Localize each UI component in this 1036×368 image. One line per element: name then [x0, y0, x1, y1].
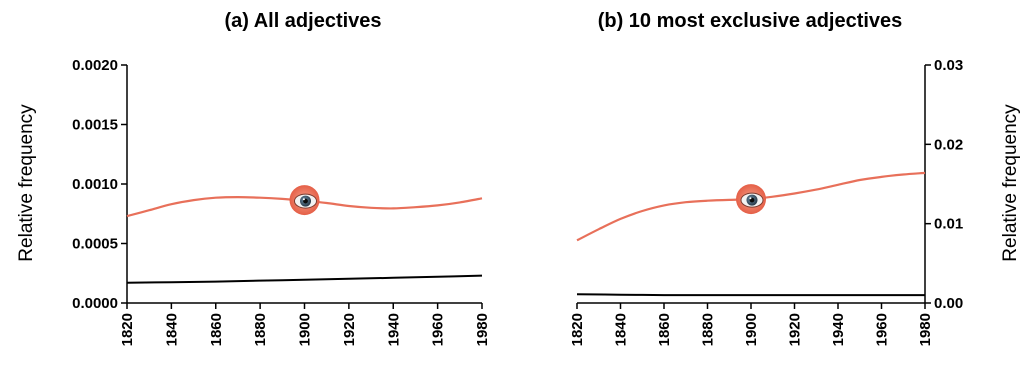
panel-b-x-tick-label: 1900 — [743, 313, 760, 346]
panel-a-x-tick-label: 1860 — [208, 313, 225, 346]
panel-a-x-tick-label: 1840 — [163, 313, 180, 346]
panel-b-marker — [736, 184, 766, 215]
panel-b-baseline-series-line — [576, 293, 925, 297]
panel-a-x-tick-label: 1920 — [341, 313, 358, 346]
panel-a-marker — [289, 185, 320, 216]
panel-b-y-tick-label: 0.00 — [934, 295, 963, 312]
eye-icon — [289, 185, 320, 216]
panel-a-x-tick-label: 1820 — [119, 313, 136, 346]
panel-b-x-tick-label: 1860 — [656, 313, 673, 346]
panel-b-y-label: Relative frequency — [1000, 104, 1021, 262]
panel-b-x-tick-label: 1980 — [917, 313, 934, 346]
panel-b: (b) 10 most exclusive adjectives Relativ… — [569, 10, 1021, 346]
panel-b-x-tick-label: 1920 — [787, 313, 804, 346]
panel-b-title: (b) 10 most exclusive adjectives — [598, 10, 903, 32]
panel-a-y-tick-label: 0.0015 — [72, 117, 118, 134]
panel-a-axes: 1820 1840 1860 1880 1900 1920 1940 1960 1980 0.00… — [72, 57, 491, 346]
panel-a-baseline-series-line — [126, 274, 483, 284]
panel-b-axes: 1820 1840 1860 1880 1900 1920 1940 1960 19800.00… — [569, 57, 963, 346]
panel-a-y-tick-label: 0.0005 — [72, 236, 118, 253]
panel-b-x-tick-label: 1940 — [830, 313, 847, 346]
panel-a-y-tick-label: 0.0010 — [72, 176, 118, 193]
panel-a-x-tick-label: 1900 — [297, 313, 314, 346]
panel-b-x-tick-label: 1960 — [874, 313, 891, 346]
panel-a-y-label: Relative frequency — [16, 104, 37, 262]
eye-icon-glint — [302, 198, 305, 201]
panel-a-y-tick-label: 0.0020 — [72, 57, 118, 74]
panel-b-y-tick-label: 0.03 — [934, 57, 963, 74]
panel-a-x-tick-label: 1960 — [430, 313, 447, 346]
panel-b-y-tick-label: 0.02 — [934, 136, 963, 153]
eye-icon-glint — [749, 197, 752, 200]
panel-b-x-tick-label: 1820 — [569, 313, 586, 346]
panel-b-x-tick-label: 1880 — [700, 313, 717, 346]
panel-b-x-tick-label: 1840 — [613, 313, 630, 346]
panel-a-y-tick-label: 0.0000 — [72, 295, 118, 312]
panel-a-x-tick-label: 1940 — [385, 313, 402, 346]
panel-a-x-tick-label: 1880 — [252, 313, 269, 346]
panel-b-y-tick-label: 0.01 — [934, 216, 963, 233]
panel-a: (a) All adjectives Relative frequency 18… — [16, 10, 491, 346]
eye-icon — [736, 184, 766, 215]
panel-a-title: (a) All adjectives — [224, 10, 381, 32]
panel-a-x-tick-label: 1980 — [474, 313, 491, 346]
